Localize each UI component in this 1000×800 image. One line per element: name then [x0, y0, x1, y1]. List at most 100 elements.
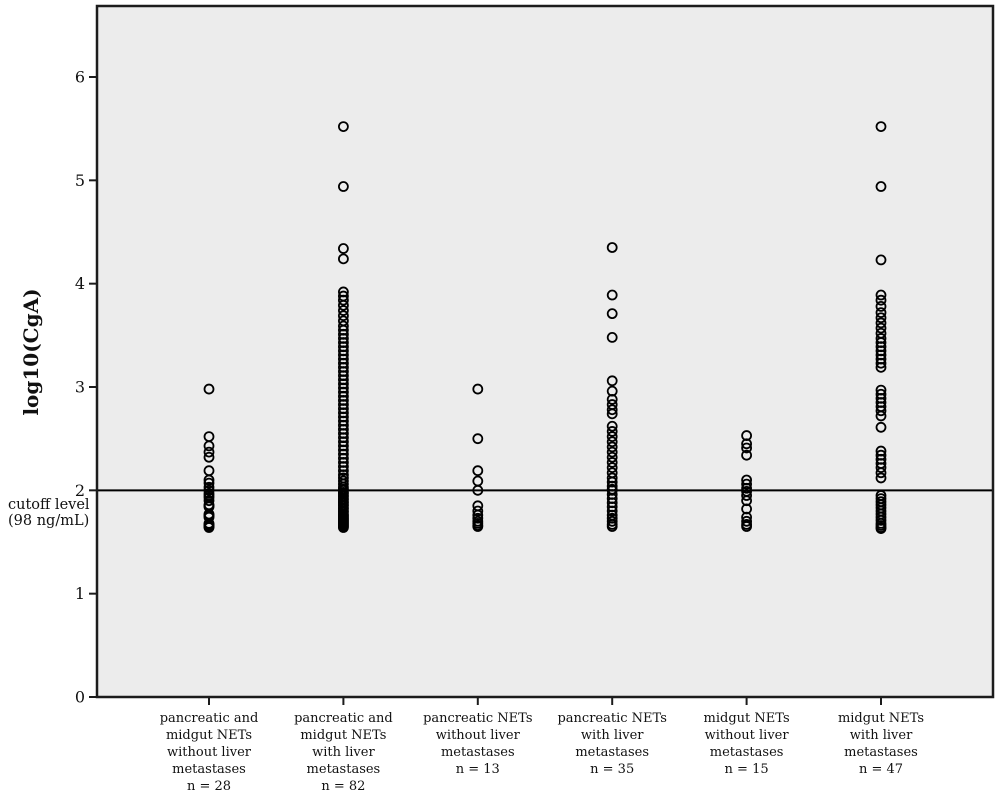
- data-point: [606, 289, 618, 301]
- data-point: [606, 441, 618, 453]
- data-point: [606, 308, 618, 320]
- data-point: [606, 408, 618, 420]
- data-point: [875, 472, 887, 484]
- data-point: [875, 300, 887, 312]
- data-point: [337, 243, 349, 254]
- data-point: [875, 421, 887, 433]
- data-point: [875, 307, 887, 319]
- data-point: [472, 484, 484, 496]
- data-point: [741, 515, 752, 527]
- group-1: pancreatic and midgut NETs without liver me…: [160, 383, 259, 794]
- group-4: pancreatic NETs with liver metastases n = 3…: [557, 242, 667, 777]
- y-tick-label: 0: [75, 688, 85, 707]
- data-point: [741, 482, 752, 494]
- data-point: [472, 433, 484, 445]
- data-points: [472, 383, 484, 532]
- data-point: [337, 253, 349, 265]
- data-point: [203, 474, 215, 486]
- data-point: [203, 383, 215, 395]
- data-point: [606, 521, 618, 532]
- data-point: [606, 242, 618, 253]
- data-point: [875, 462, 887, 474]
- data-point: [203, 522, 215, 533]
- data-point: [606, 446, 618, 458]
- data-point: [606, 426, 618, 437]
- plot-area: [97, 6, 993, 697]
- data-point: [337, 294, 349, 306]
- data-point: [337, 522, 349, 533]
- data-points: [606, 242, 618, 532]
- data-point: [337, 121, 349, 132]
- data-points: [875, 121, 887, 534]
- data-point: [875, 405, 887, 417]
- data-point: [337, 310, 349, 322]
- data-point: [203, 440, 215, 452]
- data-points: [337, 121, 349, 533]
- group-2: pancreatic and midgut NETs with liver metas…: [294, 121, 393, 794]
- data-point: [606, 393, 618, 405]
- data-point: [875, 254, 887, 266]
- data-point: [606, 331, 618, 343]
- data-point: [875, 322, 887, 334]
- y-tick-label: 2: [75, 481, 85, 500]
- data-point: [606, 462, 618, 474]
- data-point: [606, 457, 618, 468]
- y-tick-label: 6: [75, 68, 85, 87]
- data-point: [472, 521, 484, 532]
- data-point: [337, 299, 349, 311]
- data-point: [606, 431, 618, 443]
- y-axis-title: log10(CgA): [19, 288, 43, 415]
- x-group-label: midgut NETs with liver metastases n = 47: [838, 711, 924, 777]
- data-point: [875, 317, 887, 329]
- data-point: [741, 442, 752, 454]
- data-point: [741, 521, 752, 532]
- group-6: midgut NETs with liver metastases n = 47: [838, 121, 924, 777]
- data-point: [606, 515, 618, 527]
- data-point: [875, 121, 887, 132]
- cutoff-label: cutoff level (98 ng/mL): [8, 497, 90, 529]
- group-5: midgut NETs without liver metastases n = 15: [704, 430, 790, 777]
- data-point: [337, 181, 349, 192]
- data-point: [741, 449, 752, 461]
- data-point: [875, 467, 887, 479]
- data-point: [606, 375, 618, 387]
- data-point: [875, 361, 887, 373]
- y-tick-label: 3: [75, 378, 85, 397]
- y-tick-label: 1: [75, 584, 85, 603]
- data-point: [875, 410, 887, 422]
- x-group-label: pancreatic NETs with liver metastases n = 3…: [557, 711, 666, 777]
- data-point: [741, 490, 752, 501]
- data-point: [606, 451, 618, 463]
- data-point: [337, 465, 349, 477]
- y-axis: 0 1 2 3 4 5 6: [75, 68, 97, 707]
- x-group-label: pancreatic and midgut NETs without liver me…: [160, 711, 259, 794]
- y-tick-label: 5: [75, 171, 85, 190]
- data-point: [203, 451, 215, 463]
- data-point: [203, 446, 215, 458]
- data-point: [203, 495, 215, 507]
- data-point: [875, 181, 887, 192]
- data-point: [203, 484, 215, 496]
- data-point: [472, 383, 484, 395]
- y-tick-label: 4: [75, 274, 85, 293]
- data-points: [203, 383, 215, 533]
- group-3: pancreatic NETs without liver metastases n …: [423, 383, 533, 777]
- data-point: [875, 289, 887, 301]
- data-point: [472, 505, 484, 517]
- data-point: [875, 294, 887, 306]
- x-group-label: pancreatic and midgut NETs with liver metas…: [294, 711, 393, 794]
- plot-frame: [95, 4, 995, 699]
- data-point: [203, 477, 215, 489]
- x-group-label: midgut NETs without liver metastases n = 15: [704, 711, 790, 777]
- data-point: [741, 478, 752, 490]
- data-point: [606, 420, 618, 432]
- data-point: [337, 305, 349, 316]
- data-point: [472, 465, 484, 477]
- data-point: [875, 312, 887, 324]
- x-group-label: pancreatic NETs without liver metastases n …: [423, 711, 532, 777]
- data-point: [875, 523, 887, 534]
- data-point: [606, 505, 618, 517]
- data-point: [606, 404, 618, 416]
